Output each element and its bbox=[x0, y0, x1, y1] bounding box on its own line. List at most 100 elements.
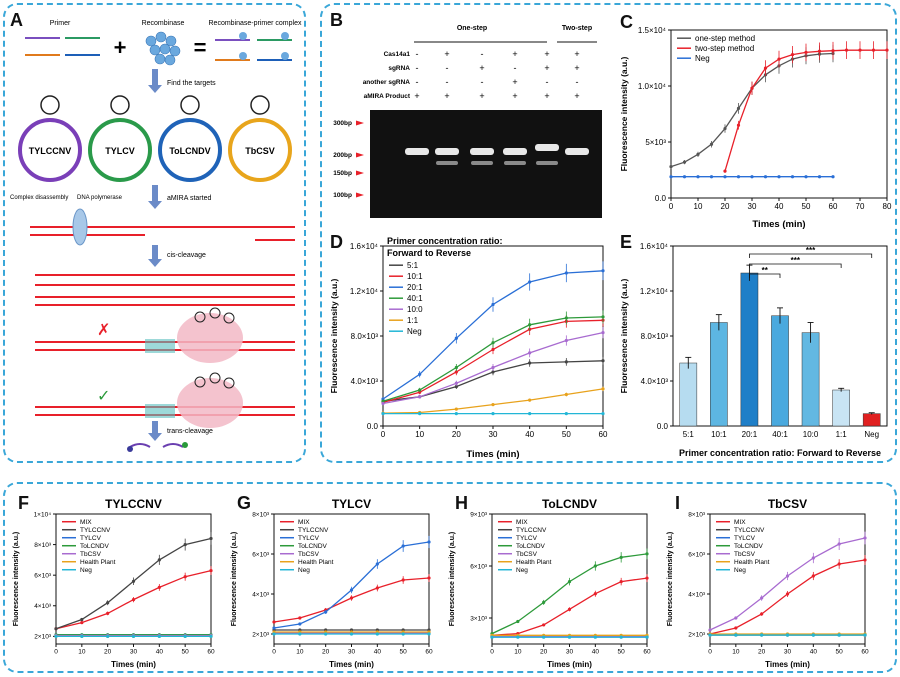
x-tick-label: 40 bbox=[374, 649, 382, 656]
data-point bbox=[381, 412, 385, 416]
gel-ladder-label: 200bp bbox=[333, 152, 352, 159]
data-point bbox=[723, 175, 727, 179]
legend-entry: TYLCCNV bbox=[80, 527, 111, 534]
data-point bbox=[454, 385, 458, 389]
data-point bbox=[760, 612, 764, 616]
data-point bbox=[736, 175, 741, 179]
x-tick-label: 40 bbox=[525, 430, 534, 439]
data-point bbox=[401, 578, 405, 582]
y-tick-label: 8.0×10³ bbox=[641, 332, 669, 341]
gel-cell: - bbox=[416, 49, 419, 59]
legend-entry: ToLCNDV bbox=[298, 543, 328, 550]
data-point bbox=[734, 616, 738, 620]
gel-band bbox=[503, 148, 527, 155]
data-point bbox=[381, 401, 385, 406]
data-point bbox=[349, 588, 354, 592]
gel-cell: + bbox=[574, 63, 579, 73]
data-point bbox=[811, 574, 815, 578]
data-point bbox=[567, 607, 572, 611]
x-tick-label: 30 bbox=[784, 649, 792, 656]
data-point bbox=[324, 610, 328, 614]
bar-10-1 bbox=[710, 322, 728, 427]
data-point bbox=[106, 634, 110, 638]
data-point bbox=[454, 370, 458, 374]
data-point bbox=[209, 634, 213, 638]
legend-title: Primer concentration ratio: bbox=[387, 236, 503, 246]
gel-header-two-step: Two-step bbox=[562, 25, 592, 32]
y-tick-label: 4×10³ bbox=[34, 603, 52, 610]
x-tick-label: 20 bbox=[452, 430, 461, 439]
legend-entry: TYLCCNV bbox=[298, 527, 329, 534]
chart-title: TYLCCNV bbox=[105, 497, 162, 511]
legend-title: Forward to Reverse bbox=[387, 248, 471, 258]
data-point bbox=[106, 601, 110, 605]
gel-ladder-label: 300bp bbox=[333, 120, 352, 127]
gel-cell: + bbox=[512, 77, 517, 87]
equals-sign: = bbox=[194, 35, 207, 60]
legend-entry: MIX bbox=[516, 519, 528, 526]
bar-10-0 bbox=[801, 332, 820, 427]
y-axis-label: Fluorescence intensity (a.u.) bbox=[231, 532, 238, 627]
complex-disassembly-label: Complex disassembly bbox=[10, 195, 68, 201]
legend-entry: 5:1 bbox=[407, 261, 419, 270]
x-tick-label: 40 bbox=[810, 649, 818, 656]
data-point bbox=[601, 359, 605, 363]
y-axis-label: Fluorescence intensity (a.u.) bbox=[329, 278, 339, 393]
legend-entry: TbCSV bbox=[516, 551, 538, 558]
legend-entry: Neg bbox=[516, 567, 528, 574]
x-tick-label: 10 bbox=[78, 649, 86, 656]
data-point bbox=[696, 175, 700, 179]
data-point bbox=[837, 542, 841, 546]
chart-e: 0.0 4.0×10³ 8.0×10³ 1.2×10⁴ 1.6×10⁴ 5:1 10:1 20… bbox=[619, 242, 888, 458]
recombinase-label: Recombinase bbox=[142, 20, 185, 27]
x-axis-label: Primer concentration ratio: Forward to R… bbox=[679, 448, 881, 458]
recombinase-primer-complex-icon bbox=[215, 32, 292, 61]
data-point bbox=[528, 323, 532, 327]
legend-entry: Health Plant bbox=[516, 559, 552, 566]
data-point bbox=[542, 623, 546, 627]
virus-circle-tylccnv bbox=[18, 95, 82, 182]
data-point bbox=[811, 633, 815, 637]
data-point bbox=[601, 387, 605, 391]
y-tick-label: 0.0 bbox=[655, 194, 667, 203]
x-tick-label: 20:1 bbox=[742, 430, 758, 439]
data-point bbox=[80, 634, 84, 638]
y-axis-label: Fluorescence intensity (a.u.) bbox=[667, 532, 674, 627]
gel-cell: + bbox=[544, 91, 549, 101]
data-point bbox=[157, 634, 161, 638]
panel-bcde-box bbox=[320, 3, 897, 463]
data-point bbox=[381, 397, 385, 401]
significance-label: ** bbox=[762, 266, 769, 275]
gel-cell: - bbox=[481, 77, 484, 87]
data-point bbox=[375, 586, 379, 590]
data-point bbox=[418, 395, 422, 399]
legend-entry: 20:1 bbox=[407, 283, 423, 292]
data-point bbox=[131, 634, 136, 638]
data-point bbox=[863, 633, 867, 637]
panel-label-h: H bbox=[455, 493, 468, 513]
data-point bbox=[645, 635, 649, 639]
y-tick-label: 8×10³ bbox=[252, 511, 270, 518]
y-axis-label: Fluorescence intensity (a.u.) bbox=[449, 532, 456, 627]
legend-entry: Health Plant bbox=[80, 559, 116, 566]
gel-row-label: aMIRA Product bbox=[364, 93, 411, 100]
data-point bbox=[709, 175, 714, 179]
x-tick-label: 10 bbox=[732, 649, 740, 656]
data-point bbox=[682, 175, 687, 179]
y-tick-label: 6×10³ bbox=[470, 563, 488, 570]
y-tick-label: 3×10³ bbox=[470, 615, 488, 622]
data-point bbox=[272, 632, 276, 636]
data-point bbox=[564, 338, 568, 343]
data-point bbox=[669, 175, 673, 179]
legend-entry: Health Plant bbox=[734, 559, 770, 566]
legend-entry: two-step method bbox=[695, 44, 754, 53]
data-point bbox=[709, 142, 714, 146]
chart-d: 0 10 20 30 40 50 60 0.0 4.0×10³ 8.0×10³ 1.2×10⁴ 1.6… bbox=[329, 236, 608, 460]
x-tick-label: 10:0 bbox=[803, 430, 819, 439]
y-tick-label: 1.5×10⁴ bbox=[638, 26, 667, 35]
y-tick-label: 0.0 bbox=[367, 422, 379, 431]
x-tick-label: 20 bbox=[104, 649, 112, 656]
gel-band bbox=[470, 148, 494, 155]
gel-band bbox=[535, 144, 559, 151]
gel-cell: - bbox=[446, 63, 449, 73]
